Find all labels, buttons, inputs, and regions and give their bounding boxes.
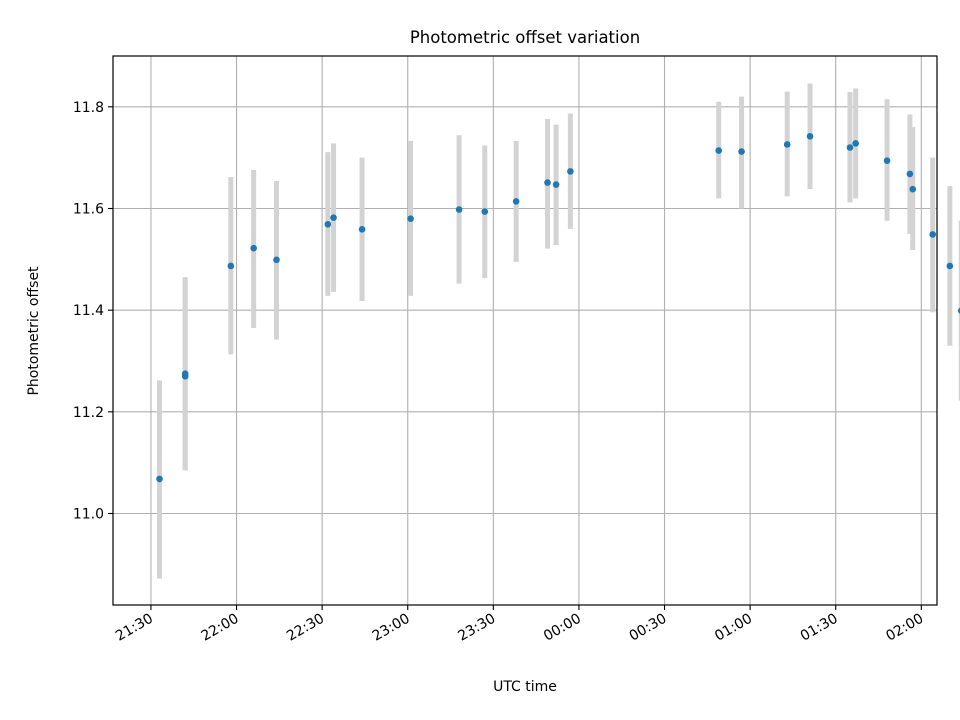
data-point — [156, 475, 163, 483]
y-axis-ticks: 11.0 11.2 11.4 11.6 11.8 — [73, 100, 113, 523]
data-point — [358, 226, 366, 233]
chart-title: Photometric offset variation — [410, 28, 640, 47]
data-point — [567, 168, 574, 175]
data-point — [552, 181, 560, 188]
data-point — [227, 262, 235, 270]
data-point — [957, 307, 960, 314]
axes-frame — [112, 55, 938, 606]
data-point — [544, 179, 551, 186]
data-point — [883, 157, 891, 165]
data-point — [407, 215, 414, 222]
data-point — [455, 206, 463, 213]
data-point — [738, 148, 745, 155]
y-tick-label: 11.2 — [73, 405, 104, 421]
data-point — [909, 185, 917, 193]
data-point — [946, 262, 954, 270]
data-point — [783, 141, 791, 148]
data-point — [806, 133, 814, 140]
data-point — [906, 170, 914, 178]
data-point — [929, 231, 937, 238]
y-tick-label: 11.6 — [73, 202, 104, 218]
data-point — [512, 198, 520, 205]
data-point — [330, 214, 337, 221]
y-tick-label: 11.0 — [73, 507, 104, 523]
data-point — [181, 370, 189, 378]
data-point — [324, 220, 332, 228]
x-axis-label: UTC time — [493, 679, 557, 695]
data-point — [846, 144, 854, 151]
data-point — [250, 244, 257, 252]
y-tick-label: 11.4 — [73, 303, 104, 319]
y-axis-label: Photometric offset — [26, 266, 42, 396]
data-point — [852, 140, 859, 147]
y-tick-label: 11.8 — [73, 100, 104, 116]
data-points — [156, 133, 960, 483]
grid-lines — [113, 56, 937, 605]
data-point — [715, 147, 723, 154]
data-point — [481, 208, 489, 215]
data-point — [273, 256, 280, 264]
